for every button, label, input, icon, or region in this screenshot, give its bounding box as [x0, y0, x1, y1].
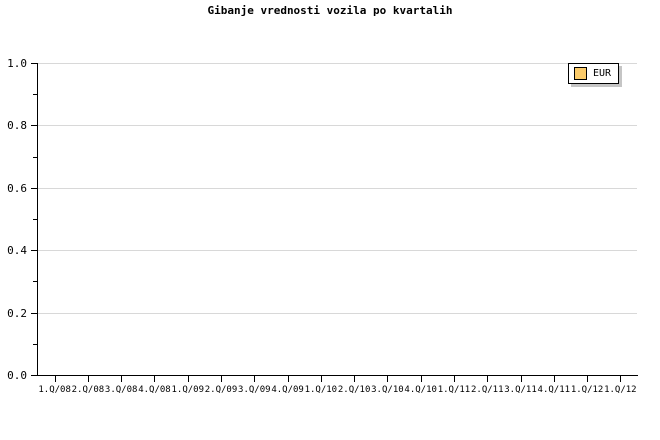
y-tick-minor: [33, 94, 37, 96]
y-tick-major: [31, 63, 37, 64]
x-tick: [55, 376, 56, 382]
y-tick-minor: [33, 156, 37, 158]
chart-legend[interactable]: EUR: [568, 63, 620, 84]
legend-swatch-eur: [574, 67, 587, 80]
x-tick-label: 1.Q/09: [171, 385, 204, 395]
x-tick-label: 1.Q/12: [604, 385, 637, 395]
y-tick-minor: [33, 343, 37, 345]
x-tick-label: 2.Q/10: [337, 385, 371, 395]
x-tick: [387, 376, 388, 382]
x-tick: [88, 376, 89, 382]
y-tick-major: [31, 250, 37, 252]
x-tick-label: 3.Q/10: [371, 385, 404, 395]
x-tick: [221, 376, 222, 382]
x-tick-label: 2.Q/09: [204, 385, 238, 395]
x-tick: [288, 376, 289, 382]
x-tick-label: 4.Q/10: [404, 385, 437, 395]
x-tick: [254, 376, 255, 382]
x-tick: [321, 376, 322, 382]
x-axis-line: [37, 375, 638, 376]
y-tick-major: [31, 312, 37, 314]
y-tick-minor: [33, 281, 37, 283]
x-tick-label: 3.Q/09: [238, 385, 271, 395]
x-tick-label: 4.Q/11: [537, 385, 571, 395]
x-tick-label: 1.Q/12: [570, 385, 604, 395]
y-tick-major: [31, 375, 37, 376]
x-tick: [487, 376, 488, 382]
x-tick: [587, 376, 588, 382]
y-tick-major: [31, 187, 37, 189]
legend-label-eur: EUR: [593, 68, 612, 79]
gridline-y: [38, 312, 637, 314]
gridline-y: [38, 63, 637, 64]
x-tick: [354, 376, 355, 382]
x-tick-label: 1.Q/11: [437, 385, 471, 395]
x-tick-label: 1.Q/10: [304, 385, 338, 395]
x-tick: [121, 376, 122, 382]
x-tick: [620, 376, 621, 382]
x-tick-label: 3.Q/11: [504, 385, 537, 395]
y-tick-label: 0.0: [7, 369, 27, 382]
x-tick: [188, 376, 189, 382]
y-axis-line: [37, 63, 38, 376]
y-tick-minor: [33, 219, 37, 220]
x-tick-label: 4.Q/08: [138, 385, 171, 395]
y-tick-major: [31, 125, 37, 127]
y-tick-label: 0.4: [7, 244, 27, 258]
chart-title: Gibanje vrednosti vozila po kvartalih: [207, 4, 453, 17]
x-tick-label: 1.Q/08: [38, 385, 71, 395]
y-tick-label: 0.2: [7, 306, 27, 320]
x-tick: [454, 376, 455, 382]
y-tick-label: 0.6: [7, 181, 27, 195]
gridline-y: [38, 187, 637, 189]
x-tick: [554, 376, 555, 382]
x-tick-label: 2.Q/08: [71, 385, 105, 395]
x-tick-label: 3.Q/08: [104, 385, 138, 395]
x-tick-label: 2.Q/11: [470, 385, 504, 395]
gridline-y: [38, 125, 637, 127]
y-tick-label: 1.0: [7, 57, 27, 70]
plot-area[interactable]: [38, 63, 637, 375]
y-tick-label: 0.8: [7, 119, 27, 133]
x-tick-label: 4.Q/09: [271, 385, 304, 395]
gridline-y: [38, 250, 637, 252]
x-tick: [421, 376, 422, 382]
x-tick: [154, 376, 155, 382]
x-tick: [521, 376, 522, 382]
